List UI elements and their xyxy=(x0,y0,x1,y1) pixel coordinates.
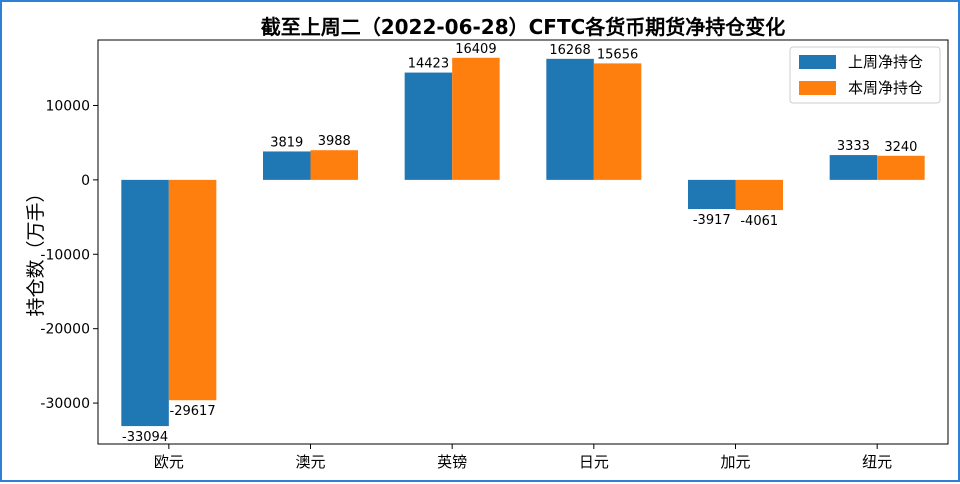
bar-last-week xyxy=(546,58,594,180)
x-tick-label: 加元 xyxy=(720,453,750,471)
bar-value-label: 3333 xyxy=(837,139,870,154)
bar-last-week xyxy=(121,179,169,427)
bars-layer xyxy=(121,57,925,427)
bar-value-label: 14423 xyxy=(408,57,449,72)
legend: 上周净持仓 本周净持仓 xyxy=(789,46,941,104)
bar-value-label: 3988 xyxy=(318,134,351,149)
x-axis-ticks: 欧元 澳元 英镑 日元 加元 纽元 xyxy=(154,444,892,471)
bar-this-week xyxy=(452,57,500,180)
legend-swatch-this-week xyxy=(799,81,836,95)
bar-value-label: 16268 xyxy=(549,43,590,58)
bar-value-label: -29617 xyxy=(170,404,216,419)
bar-last-week xyxy=(829,155,878,180)
bar-this-week xyxy=(593,63,642,180)
x-tick-label: 澳元 xyxy=(295,453,325,471)
x-tick-label: 欧元 xyxy=(154,453,184,471)
x-tick-label: 日元 xyxy=(579,453,609,471)
bar-this-week xyxy=(168,179,217,401)
y-tick-label: -10000 xyxy=(40,247,90,263)
bar-last-week xyxy=(404,72,453,180)
plot-area xyxy=(97,39,949,445)
legend-label-this-week: 本周净持仓 xyxy=(848,79,923,97)
x-tick-label: 纽元 xyxy=(862,453,892,471)
bar-value-label: 16409 xyxy=(455,42,496,57)
y-tick-label: -30000 xyxy=(40,396,90,412)
y-tick-label: 10000 xyxy=(45,98,90,114)
y-axis-label: 持仓数（万手） xyxy=(25,183,47,316)
bar-value-label: -3917 xyxy=(693,213,731,228)
bar-last-week xyxy=(688,179,736,210)
bar-value-label: -4061 xyxy=(740,214,778,229)
y-tick-label: -20000 xyxy=(40,322,90,338)
chart-title: 截至上周二（2022-06-28）CFTC各货币期货净持仓变化 xyxy=(261,15,786,39)
bar-value-label: 15656 xyxy=(597,47,638,62)
bar-this-week xyxy=(310,150,358,180)
bar-this-week xyxy=(877,155,925,180)
y-tick-label: 0 xyxy=(81,173,90,189)
bar-value-label: -33094 xyxy=(122,430,168,445)
bar-this-week xyxy=(735,179,783,211)
bar-value-label: 3240 xyxy=(884,140,917,155)
legend-label-last-week: 上周净持仓 xyxy=(848,53,923,71)
legend-swatch-last-week xyxy=(799,55,836,69)
bar-value-label: 3819 xyxy=(270,135,303,150)
bar-labels-layer: -33094-29617 3819 3988 14423 16409 16268 15656… xyxy=(122,42,917,445)
x-tick-label: 英镑 xyxy=(437,453,467,471)
y-axis-ticks: -30000 -20000 -10000 0 10000 xyxy=(40,98,98,412)
bar-last-week xyxy=(263,151,311,180)
